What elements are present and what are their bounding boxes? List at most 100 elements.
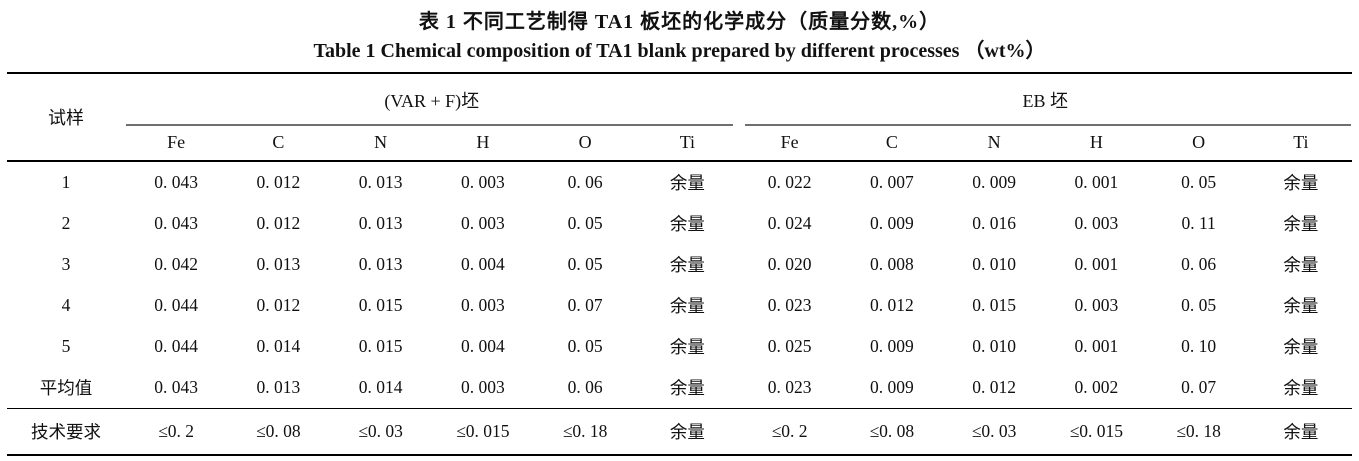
- table-cell: 余量: [1249, 408, 1352, 455]
- table-cell: 0. 003: [461, 213, 505, 233]
- table-cell: ≤0. 03: [329, 408, 432, 455]
- table-cell: 0. 016: [972, 213, 1016, 233]
- row-label: 平均值: [39, 378, 93, 398]
- element-header-row: Fe C N H O Ti Fe C N H O Ti: [7, 125, 1352, 162]
- row-label: 1: [61, 172, 71, 192]
- table-cell: 余量: [1283, 214, 1319, 234]
- table-cell: 0. 013: [358, 172, 403, 192]
- caption-english: Table 1 Chemical composition of TA1 blan…: [313, 40, 1046, 62]
- column-header: N: [329, 125, 432, 162]
- group-header-eb: EB 坯: [739, 73, 1353, 125]
- table-cell: 0. 009: [870, 336, 914, 356]
- column-header: Ti: [636, 125, 739, 162]
- table-cell: 0. 013: [358, 213, 403, 233]
- table-cell: 0. 004: [461, 336, 505, 356]
- table-cell: 余量: [669, 255, 705, 275]
- chemical-composition-table: 试样 (VAR + F)坯 EB 坯 Fe C N H O Ti Fe C N H O Ti 1 0. …: [7, 72, 1352, 456]
- table-cell: 0. 025: [767, 336, 812, 356]
- table-cell: 0. 023: [767, 295, 812, 315]
- table-cell: ≤0. 08: [227, 408, 330, 455]
- column-header: H: [431, 125, 534, 162]
- table-cell: 0. 07: [567, 295, 603, 315]
- table-cell: 0. 014: [358, 377, 403, 397]
- table-cell: 0. 015: [358, 336, 403, 356]
- table-cell: 0. 009: [870, 213, 914, 233]
- column-header: Fe: [125, 125, 228, 162]
- table-cell: 0. 05: [567, 254, 603, 274]
- table-cell: 余量: [669, 296, 705, 316]
- table-cell: 0. 009: [870, 377, 914, 397]
- table-cell: 0. 06: [1181, 254, 1217, 274]
- table-row: 5 0. 044 0. 014 0. 015 0. 004 0. 05 余量 0. 025 0.…: [7, 326, 1352, 367]
- table-cell: ≤0. 2: [738, 408, 841, 455]
- table-cell: 0. 012: [256, 213, 301, 233]
- table-cell: 0. 004: [461, 254, 505, 274]
- table-cell: 余量: [636, 408, 739, 455]
- table-cell: 0. 05: [567, 336, 603, 356]
- table-cell: 0. 044: [154, 336, 198, 356]
- table-cell: 0. 003: [1074, 295, 1119, 315]
- table-cell: 0. 003: [461, 172, 505, 192]
- table-caption: 表 1 不同工艺制得 TA1 板坯的化学成分（质量分数,%） Table 1 C…: [0, 0, 1359, 65]
- table-cell: ≤0. 03: [943, 408, 1046, 455]
- table-cell: ≤0. 08: [840, 408, 943, 455]
- caption-chinese: 表 1 不同工艺制得 TA1 板坯的化学成分（质量分数,%）: [418, 11, 941, 33]
- row-label: 5: [61, 336, 71, 356]
- table-cell: 余量: [669, 214, 705, 234]
- table-cell: 0. 012: [256, 295, 301, 315]
- column-header: O: [1147, 125, 1250, 162]
- table-cell: 0. 05: [1181, 295, 1217, 315]
- table-cell: 0. 013: [256, 254, 301, 274]
- group-header-var-f: (VAR + F)坯: [125, 73, 739, 125]
- table-cell: 0. 043: [154, 172, 198, 192]
- table-cell: 0. 042: [154, 254, 198, 274]
- column-header: C: [840, 125, 943, 162]
- table-cell: 余量: [1283, 378, 1319, 398]
- column-header: H: [1045, 125, 1148, 162]
- table-row: 1 0. 043 0. 012 0. 013 0. 003 0. 06 余量 0. 022 0.…: [7, 161, 1352, 203]
- column-header: N: [943, 125, 1046, 162]
- row-label: 技术要求: [7, 408, 125, 455]
- table-cell: 0. 015: [358, 295, 403, 315]
- row-label: 3: [61, 254, 71, 274]
- table-cell: 0. 013: [358, 254, 403, 274]
- table-cell: 0. 014: [256, 336, 301, 356]
- table-cell: 0. 003: [1074, 213, 1119, 233]
- table-cell: ≤0. 015: [1045, 408, 1148, 455]
- table-cell: 0. 008: [870, 254, 914, 274]
- table-header: 试样 (VAR + F)坯 EB 坯 Fe C N H O Ti Fe C N H O Ti: [7, 73, 1353, 162]
- table-cell: 0. 024: [767, 213, 812, 233]
- table-cell: 0. 009: [972, 172, 1016, 192]
- table-cell: 0. 003: [461, 295, 505, 315]
- table-cell: 0. 001: [1074, 172, 1119, 192]
- table-cell: 0. 001: [1074, 336, 1119, 356]
- table-cell: 0. 015: [972, 295, 1016, 315]
- table-cell: 0. 003: [461, 377, 505, 397]
- table-cell: 0. 07: [1181, 377, 1217, 397]
- table-cell: 0. 11: [1181, 213, 1216, 233]
- table-row: 4 0. 044 0. 012 0. 015 0. 003 0. 07 余量 0. 023 0.…: [7, 285, 1352, 326]
- table-cell: 0. 05: [1181, 172, 1217, 192]
- table-row: 平均值 0. 043 0. 013 0. 014 0. 003 0. 06 余量 0. 023…: [7, 367, 1352, 409]
- table-row: 3 0. 042 0. 013 0. 013 0. 004 0. 05 余量 0. 020 0.…: [7, 244, 1352, 285]
- table-cell: ≤0. 18: [534, 408, 637, 455]
- table-cell: 0. 043: [154, 213, 198, 233]
- table-cell: 0. 002: [1074, 377, 1119, 397]
- table-cell: 余量: [1283, 173, 1319, 193]
- table-cell: ≤0. 015: [431, 408, 534, 455]
- table-row: 2 0. 043 0. 012 0. 013 0. 003 0. 05 余量 0. 024 0.…: [7, 203, 1352, 244]
- table-cell: 0. 001: [1074, 254, 1119, 274]
- column-header: O: [534, 125, 637, 162]
- table-cell: 0. 020: [767, 254, 812, 274]
- table-cell: 0. 012: [256, 172, 301, 192]
- table-cell: 0. 023: [767, 377, 812, 397]
- table-cell: 0. 013: [256, 377, 301, 397]
- table-cell: 0. 022: [767, 172, 812, 192]
- table-cell: 余量: [1283, 255, 1319, 275]
- table-cell: 0. 043: [154, 377, 198, 397]
- table-cell: 0. 012: [870, 295, 914, 315]
- column-header: Fe: [738, 125, 841, 162]
- table-body: 1 0. 043 0. 012 0. 013 0. 003 0. 06 余量 0. 022 0.…: [7, 161, 1352, 455]
- table-cell: 0. 012: [972, 377, 1016, 397]
- table-cell: 0. 044: [154, 295, 198, 315]
